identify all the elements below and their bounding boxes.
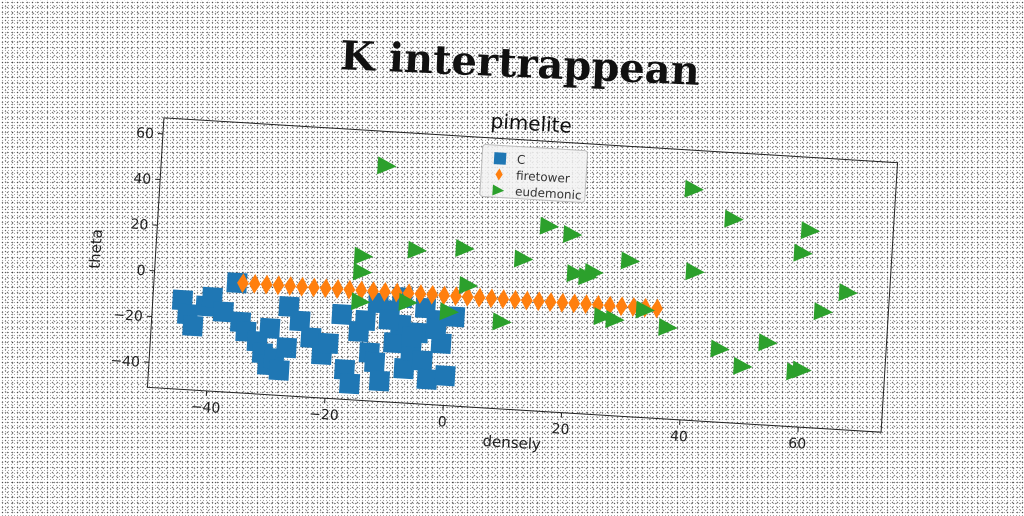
- point-eudemonic-31: [814, 302, 834, 321]
- point-firetower-24: [520, 290, 533, 310]
- point-eudemonic-2: [353, 263, 373, 282]
- point-firetower-6: [307, 277, 320, 297]
- point-firetower-5: [296, 277, 309, 297]
- point-eudemonic-4: [408, 241, 428, 260]
- point-firetower-1: [248, 274, 261, 294]
- point-eudemonic-32: [839, 283, 859, 302]
- y-tick-label-3: 20: [130, 217, 149, 234]
- point-C-35: [416, 369, 437, 390]
- point-C-13: [269, 360, 290, 381]
- point-firetower-23: [509, 290, 522, 310]
- point-eudemonic-26: [758, 333, 778, 352]
- point-firetower-35: [651, 298, 664, 318]
- y-tick-label-5: 60: [136, 125, 155, 142]
- y-tick-label-1: −20: [113, 307, 143, 325]
- point-firetower-25: [532, 291, 545, 311]
- point-C-2: [182, 315, 203, 336]
- x-tick-label-5: 60: [788, 436, 807, 453]
- point-eudemonic-10: [514, 250, 534, 269]
- point-firetower-3: [272, 275, 285, 295]
- point-firetower-2: [260, 274, 273, 294]
- legend-label-eudemonic: eudemonic: [515, 184, 582, 202]
- x-axis-label: densely: [482, 432, 541, 454]
- point-eudemonic-22: [685, 262, 705, 281]
- point-firetower-26: [544, 292, 557, 312]
- y-axis-label: theta: [86, 229, 106, 270]
- point-firetower-7: [319, 278, 332, 298]
- point-firetower-22: [497, 289, 510, 309]
- x-tick-label-3: 20: [551, 421, 570, 438]
- point-C-11: [259, 318, 280, 339]
- x-tick-label-4: 40: [669, 428, 688, 445]
- point-eudemonic-11: [540, 217, 560, 236]
- point-C-34: [412, 350, 433, 371]
- point-firetower-4: [284, 276, 297, 296]
- legend-marker-C: [494, 152, 507, 165]
- x-tick-label-2: 0: [437, 414, 447, 431]
- point-eudemonic-20: [658, 318, 678, 337]
- point-C-22: [339, 373, 360, 394]
- point-C-19: [318, 333, 339, 354]
- point-firetower-20: [473, 287, 486, 307]
- point-firetower-27: [556, 292, 569, 312]
- point-C-15: [276, 337, 297, 358]
- point-C-41: [379, 309, 400, 330]
- point-firetower-8: [331, 279, 344, 299]
- point-eudemonic-18: [621, 251, 641, 270]
- point-eudemonic-21: [684, 180, 704, 199]
- point-eudemonic-12: [563, 225, 583, 244]
- point-C-24: [355, 310, 376, 331]
- point-C-38: [434, 365, 455, 386]
- point-eudemonic-0: [377, 156, 397, 175]
- point-eudemonic-9: [492, 312, 512, 331]
- point-eudemonic-15: [584, 263, 604, 282]
- point-eudemonic-25: [733, 357, 753, 376]
- point-C-45: [425, 319, 446, 340]
- point-firetower-17: [438, 285, 451, 305]
- y-tick-label-2: 0: [136, 263, 146, 280]
- x-tick-label-0: −40: [190, 399, 220, 417]
- point-eudemonic-30: [792, 361, 812, 380]
- chart-title: pimelite: [490, 109, 573, 138]
- point-firetower-32: [615, 296, 628, 316]
- point-eudemonic-23: [710, 339, 730, 358]
- point-C-43: [401, 326, 422, 347]
- point-eudemonic-28: [793, 244, 813, 263]
- point-eudemonic-1: [354, 247, 374, 266]
- point-eudemonic-7: [455, 239, 475, 258]
- plot-group: −40 −20 0 20 40 60 −40 −20 0 20 40 60 pimelite dens…: [76, 85, 899, 474]
- point-eudemonic-29: [801, 221, 821, 240]
- y-tick-label-4: 40: [133, 171, 152, 188]
- point-firetower-21: [485, 288, 498, 308]
- point-firetower-28: [568, 293, 581, 313]
- point-C-27: [369, 370, 390, 391]
- point-eudemonic-24: [724, 210, 744, 229]
- point-C-26: [364, 352, 385, 373]
- point-C-31: [393, 358, 414, 379]
- y-tick-label-0: −40: [110, 353, 140, 371]
- x-tick-label-1: −20: [309, 406, 339, 424]
- point-firetower-29: [580, 294, 593, 314]
- legend-label-C: C: [517, 152, 526, 166]
